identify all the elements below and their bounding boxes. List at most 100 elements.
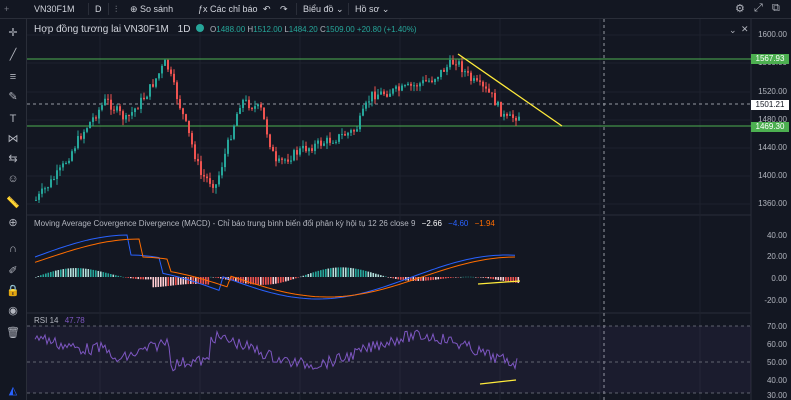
candle-body — [329, 137, 331, 143]
undo-icon[interactable]: ↶ — [263, 4, 271, 14]
fib-icon[interactable]: ≡ — [9, 71, 17, 83]
macd-histogram-bar — [177, 277, 180, 285]
macd-histogram-bar — [127, 277, 130, 278]
macd-axis-label: -20.00 — [764, 296, 787, 305]
candle-body — [131, 112, 133, 116]
macd-histogram-bar — [132, 277, 135, 279]
symbol-search[interactable]: VN30F1M — [34, 4, 75, 14]
macd-histogram-bar — [392, 277, 395, 279]
candle-body — [89, 121, 91, 129]
macd-histogram-bar — [47, 272, 50, 277]
candle-body — [482, 81, 484, 87]
redo-icon[interactable]: ↷ — [280, 4, 288, 14]
magnet-icon[interactable]: ∩ — [9, 243, 17, 255]
macd-histogram-bar — [397, 277, 400, 280]
candle-body — [443, 69, 445, 72]
close-pane-icon[interactable]: ✕ — [741, 24, 749, 34]
candle-body — [359, 115, 361, 130]
current-price-tag: 1501.21 — [751, 100, 789, 110]
macd-histogram-bar — [187, 277, 190, 285]
rsi-band — [27, 326, 751, 393]
candle-body — [491, 92, 493, 94]
candle-body — [341, 134, 343, 136]
interval-button[interactable]: D — [95, 4, 102, 14]
macd-histogram-bar — [325, 268, 327, 277]
candle-body — [50, 179, 52, 188]
macd-histogram-bar — [150, 277, 152, 280]
candle-body — [236, 113, 238, 126]
macd-histogram-bar — [362, 270, 365, 277]
macd-histogram-bar — [87, 269, 90, 277]
profile-button[interactable]: Hồ sơ ⌄ — [355, 4, 390, 14]
macd-histogram-bar — [192, 277, 195, 284]
menu-icon[interactable]: + — [4, 4, 10, 14]
candle-body — [299, 148, 301, 155]
candle-body — [101, 105, 103, 110]
rsi-axis-label: 40.00 — [766, 376, 787, 385]
candle-body — [248, 99, 250, 109]
candle-body — [419, 83, 421, 87]
macd-histogram-bar — [102, 272, 105, 277]
compare-button[interactable]: ⊕ So sánh — [130, 4, 174, 14]
macd-axis-label: 20.00 — [766, 252, 787, 261]
macd-histogram-bar — [490, 277, 492, 279]
zoom-icon[interactable]: ⊕ — [8, 217, 18, 229]
macd-params: 12 26 close 9 — [367, 219, 416, 228]
lock-draw-icon[interactable]: ✐ — [8, 265, 18, 277]
indicators-button[interactable]: ƒx Các chỉ báo — [198, 4, 258, 14]
macd-histogram-bar — [440, 277, 442, 279]
snapshot-icon[interactable]: ⧉ — [772, 2, 780, 14]
trash-icon[interactable]: 🗑 — [6, 327, 20, 339]
rsi-axis-label: 30.00 — [766, 391, 787, 400]
status-dot-icon — [196, 24, 205, 32]
pattern-icon[interactable]: ⋈ — [7, 133, 19, 145]
chart-type-button[interactable]: Biểu đồ ⌄ — [303, 4, 344, 14]
collapse-icon[interactable]: ⌄ — [729, 25, 737, 35]
fullscreen-icon[interactable]: ⤢ — [754, 2, 763, 14]
candle-body — [323, 143, 325, 146]
candle-body — [272, 147, 274, 152]
macd-histogram-bar — [495, 277, 497, 280]
macd-histogram-bar — [502, 277, 505, 281]
legend-title: Hợp đồng tương lai VN30F1M — [34, 24, 169, 35]
macd-histogram-bar — [265, 277, 267, 285]
macd-histogram-bar — [147, 277, 150, 280]
candle-body — [80, 136, 82, 139]
candle-body — [452, 59, 454, 65]
settings-icon[interactable]: ⚙ — [735, 3, 745, 15]
candle-body — [86, 128, 88, 132]
candle-body — [56, 170, 58, 180]
bar-style-icon[interactable]: ⫶ — [115, 4, 118, 14]
macd-histogram-bar — [410, 277, 412, 281]
candle-body — [212, 183, 214, 188]
candle-body — [47, 187, 49, 189]
macd-histogram-bar — [107, 273, 110, 277]
measure-icon[interactable]: ⇆ — [8, 153, 18, 165]
candle-body — [251, 108, 253, 110]
macd-histogram-bar — [212, 277, 215, 278]
lock-icon[interactable]: 🔒 — [6, 285, 20, 297]
eye-icon[interactable]: ◉ — [8, 305, 18, 317]
candle-body — [179, 99, 181, 109]
crosshair-icon[interactable]: ✛ — [8, 27, 18, 39]
candle-body — [245, 99, 247, 101]
macd-histogram-bar — [57, 270, 60, 277]
trend-line-icon[interactable]: ╱ — [9, 49, 17, 61]
macd-histogram-bar — [195, 277, 197, 284]
candle-body — [191, 133, 193, 145]
brush-icon[interactable]: ✎ — [8, 91, 18, 103]
candle-body — [98, 109, 100, 119]
ruler-icon[interactable]: 📏 — [6, 197, 20, 209]
macd-histogram-bar — [460, 276, 462, 278]
macd-histogram-bar — [347, 267, 350, 277]
macd-histogram-bar — [447, 277, 450, 279]
text-icon[interactable]: T — [9, 113, 17, 125]
emoji-icon[interactable]: ☺ — [7, 173, 19, 185]
candle-body — [206, 176, 208, 179]
candle-body — [383, 91, 385, 95]
macd-histogram-bar — [42, 274, 45, 277]
macd-histogram-bar — [480, 277, 482, 278]
candle-body — [209, 178, 211, 184]
macd-value-2: −4.60 — [448, 219, 469, 228]
